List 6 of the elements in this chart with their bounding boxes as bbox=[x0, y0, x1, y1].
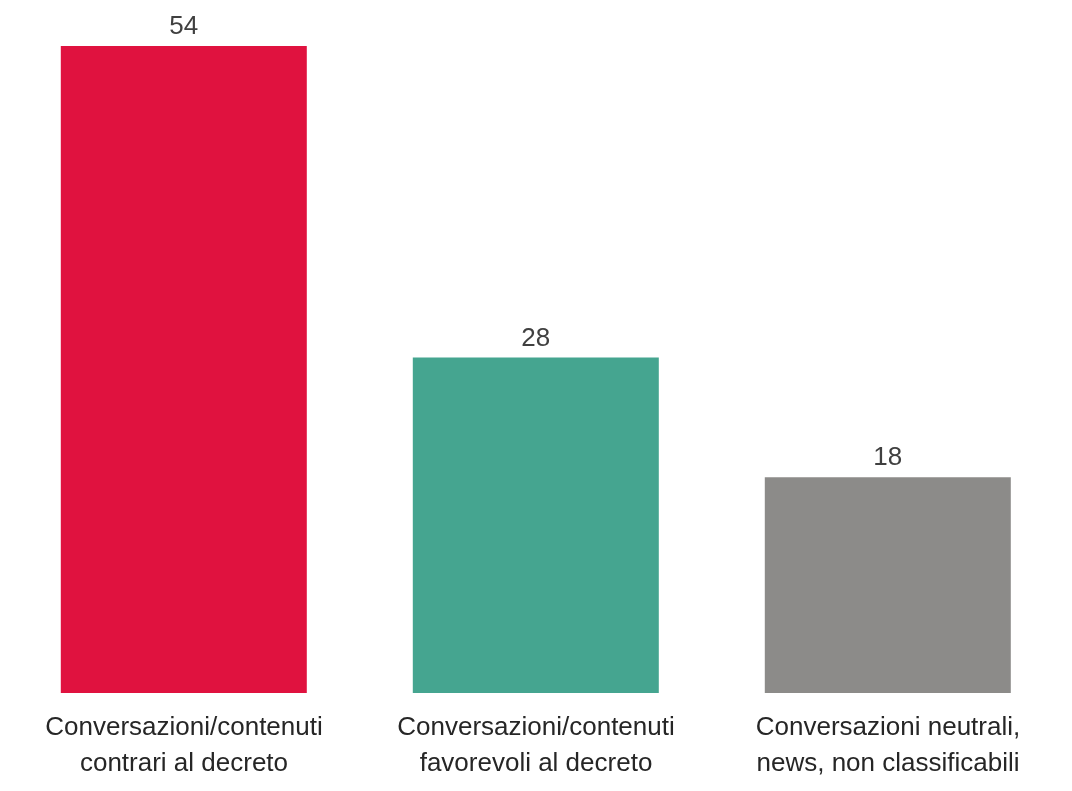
data-label: 28 bbox=[521, 321, 551, 352]
data-label: 54 bbox=[169, 10, 199, 40]
x-tick-label: Conversazioni neutrali, news, non classificabili bbox=[755, 711, 1021, 777]
x-tick-label: Conversazioni/contenuti contrari al decreto bbox=[45, 711, 323, 777]
data-label: 18 bbox=[873, 441, 903, 472]
x-tick-label: Conversazioni/contenuti favorevoli al decreto bbox=[397, 711, 675, 777]
